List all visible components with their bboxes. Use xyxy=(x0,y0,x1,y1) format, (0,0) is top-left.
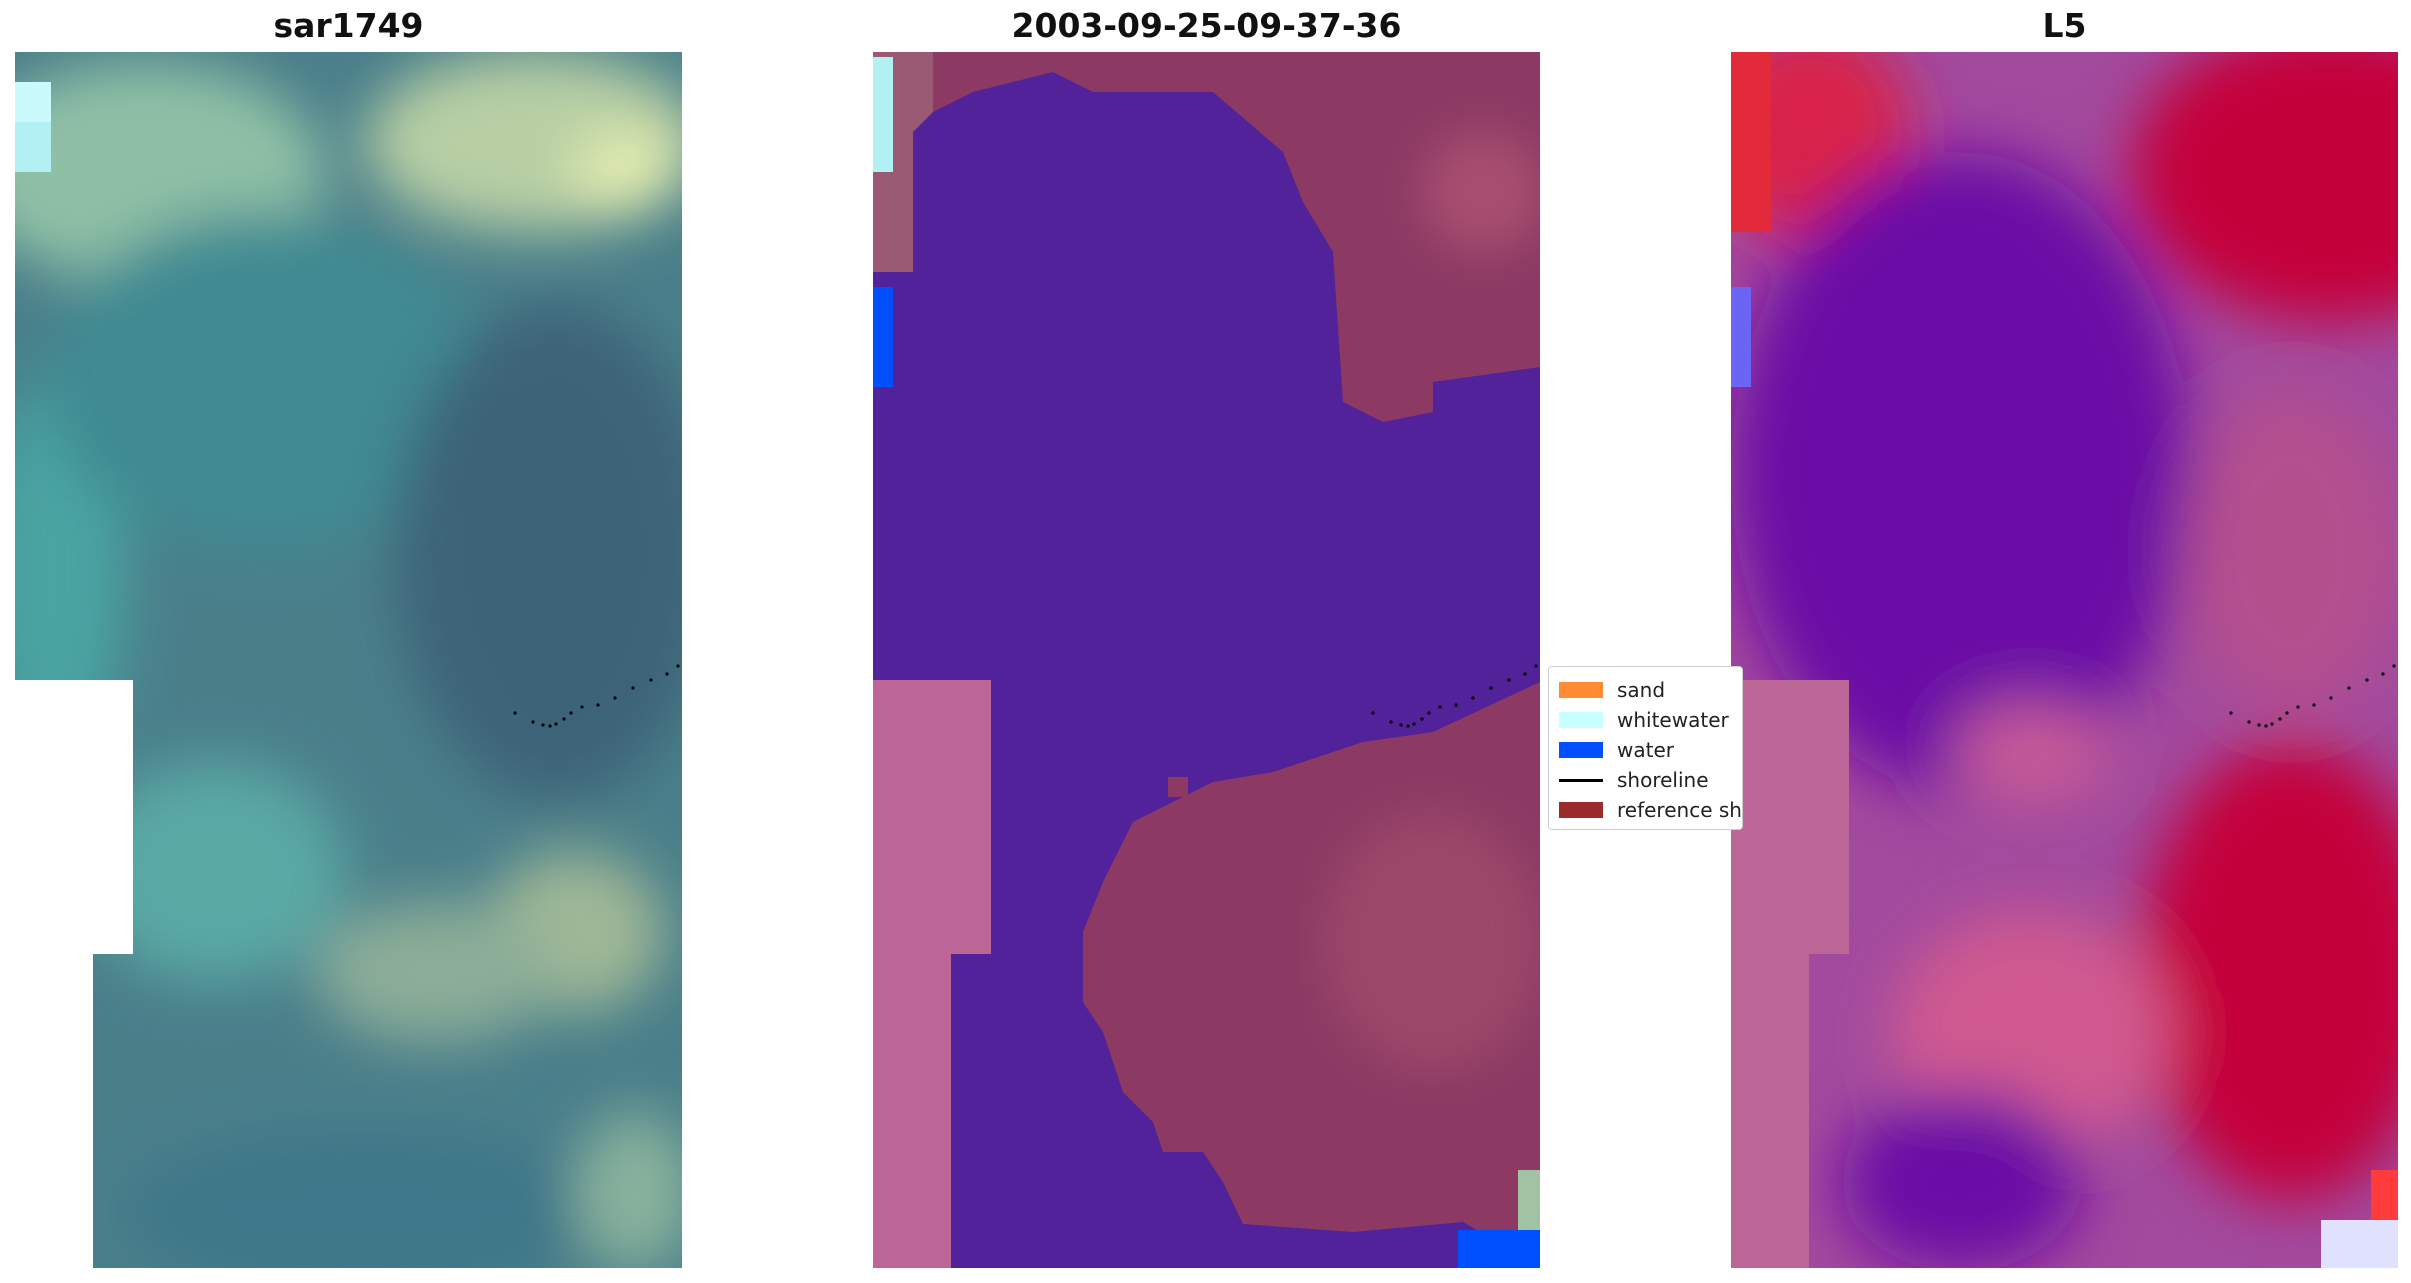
index-low-edge xyxy=(1731,287,1751,387)
whitewater-swatch xyxy=(1559,712,1603,728)
reference-buffer-swatch xyxy=(1559,802,1603,818)
index-corner xyxy=(2321,1220,2398,1268)
whitewater-corner-region xyxy=(1518,1170,1540,1230)
sand-class-region xyxy=(933,52,1540,1268)
panel-title-rgb: sar1749 xyxy=(273,6,424,45)
legend-item-whitewater: whitewater xyxy=(1559,707,1729,733)
shoreline-points xyxy=(2229,664,2396,728)
shoreline-points xyxy=(513,664,680,728)
rgb-satellite-image xyxy=(15,52,682,1268)
panel-title-classification: 2003-09-25-09-37-36 xyxy=(1011,6,1402,45)
legend-item-sand: sand xyxy=(1559,677,1665,703)
index-high-edge xyxy=(1731,52,1771,232)
legend: sand whitewater water shoreline referenc… xyxy=(1548,666,1743,830)
legend-item-shoreline: shoreline xyxy=(1559,767,1709,793)
legend-label-whitewater: whitewater xyxy=(1617,708,1729,732)
whitewater-class-region xyxy=(873,57,893,172)
water-swatch xyxy=(1559,742,1603,758)
panel-title-index: L5 xyxy=(2042,6,2087,45)
masked-area xyxy=(873,680,991,1268)
sand-swatch xyxy=(1559,682,1603,698)
rgb-image-panel xyxy=(15,52,682,1268)
legend-label-reference-buffer: reference shoreline buffer xyxy=(1617,798,1742,822)
index-corner-high xyxy=(2371,1170,2398,1220)
legend-label-sand: sand xyxy=(1617,678,1666,702)
legend-label-water: water xyxy=(1617,738,1674,762)
shoreline-points xyxy=(1371,664,1538,728)
water-edge-region xyxy=(873,287,893,387)
legend-label-shoreline: shoreline xyxy=(1617,768,1709,792)
classification-panel xyxy=(873,52,1540,1268)
legend-item-reference-buffer: reference shoreline buffer xyxy=(1559,797,1742,823)
masked-area xyxy=(1731,680,1849,1268)
shoreline-swatch xyxy=(1559,778,1603,782)
water-corner-region xyxy=(1458,1230,1540,1268)
index-panel xyxy=(1731,52,2398,1268)
legend-item-water: water xyxy=(1559,737,1674,763)
